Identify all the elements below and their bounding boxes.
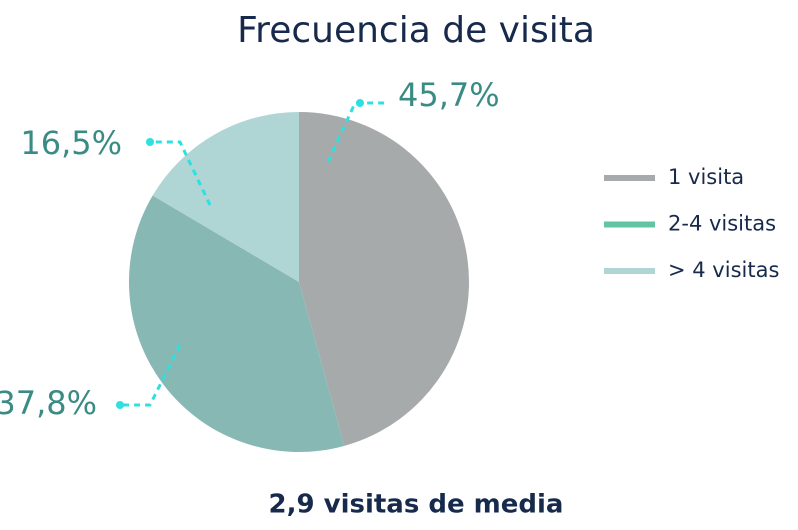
- data-label: 16,5%: [20, 124, 122, 162]
- annotation: 2,9 visitas de media: [269, 490, 564, 520]
- data-label: 37,8%: [0, 384, 97, 422]
- leader-line: [150, 140, 212, 206]
- leader-dot: [146, 138, 154, 146]
- leader-dot: [356, 99, 364, 107]
- leader-dot: [116, 401, 124, 409]
- chart-title: Frecuencia de visita: [237, 10, 595, 51]
- legend-label: 2-4 visitas: [668, 212, 776, 236]
- leader-line: [120, 344, 182, 407]
- pie-slice: [152, 111, 299, 282]
- data-label: 45,7%: [398, 76, 500, 114]
- pie-slice: [129, 195, 345, 453]
- pie-slice: [299, 111, 470, 446]
- legend-label: > 4 visitas: [668, 258, 779, 282]
- legend-label: 1 visita: [668, 165, 744, 189]
